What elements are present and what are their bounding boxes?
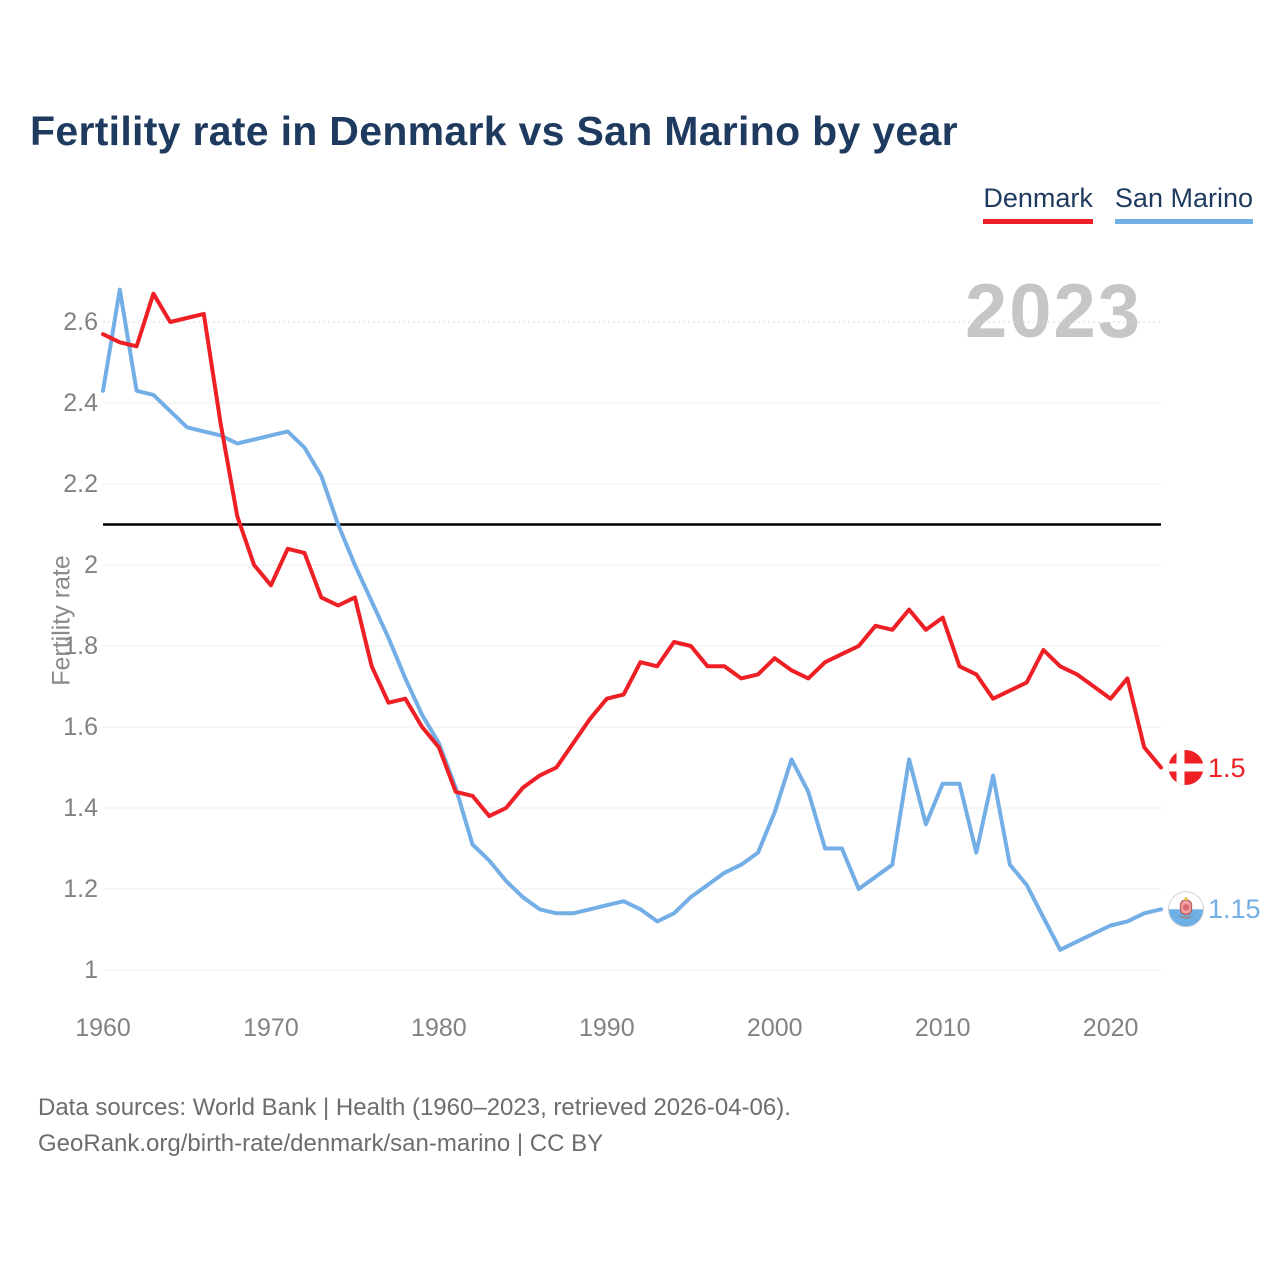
san-marino-end-value: 1.15 [1208,894,1261,925]
denmark-flag-icon [1168,750,1204,785]
x-tick-2010: 2010 [914,1014,971,1042]
y-tick-2: 2 [84,551,98,579]
x-tick-1970: 1970 [243,1014,299,1042]
page-title: Fertility rate in Denmark vs San Marino … [30,108,958,154]
gridlines [103,321,1161,971]
y-tick-2.6: 2.6 [63,308,98,336]
y-tick-2.2: 2.2 [63,470,98,498]
y-tick-2.4: 2.4 [63,389,98,417]
x-tick-2020: 2020 [1082,1014,1139,1042]
source-line-1: Data sources: World Bank | Health (1960–… [38,1094,791,1121]
y-tick-1.4: 1.4 [63,794,98,822]
series-line-san-marino[interactable] [101,287,1163,952]
x-tick-1980: 1980 [411,1014,467,1042]
legend-item-san-marino[interactable]: San Marino [1114,183,1253,224]
series-lines [101,287,1163,952]
x-tick-1960: 1960 [75,1014,131,1042]
source-note: Data sources: World Bank | Health (1960–… [38,1090,791,1162]
x-tick-1990: 1990 [578,1014,635,1042]
y-tick-1.8: 1.8 [63,632,98,660]
san-marino-crest [1179,897,1193,919]
legend-item-denmark[interactable]: Denmark [983,183,1093,224]
denmark-end-value: 1.5 [1208,752,1246,783]
series-line-denmark[interactable] [101,291,1163,819]
y-tick-1.2: 1.2 [63,875,98,903]
y-tick-1: 1 [84,956,98,984]
y-tick-1.6: 1.6 [63,713,98,741]
legend: Denmark San Marino [983,183,1253,224]
year-watermark: 2023 [965,269,1143,354]
san-marino-flag-icon [1168,891,1204,928]
x-tick-2000: 2000 [746,1014,803,1042]
source-line-2: GeoRank.org/birth-rate/denmark/san-marin… [38,1130,604,1157]
